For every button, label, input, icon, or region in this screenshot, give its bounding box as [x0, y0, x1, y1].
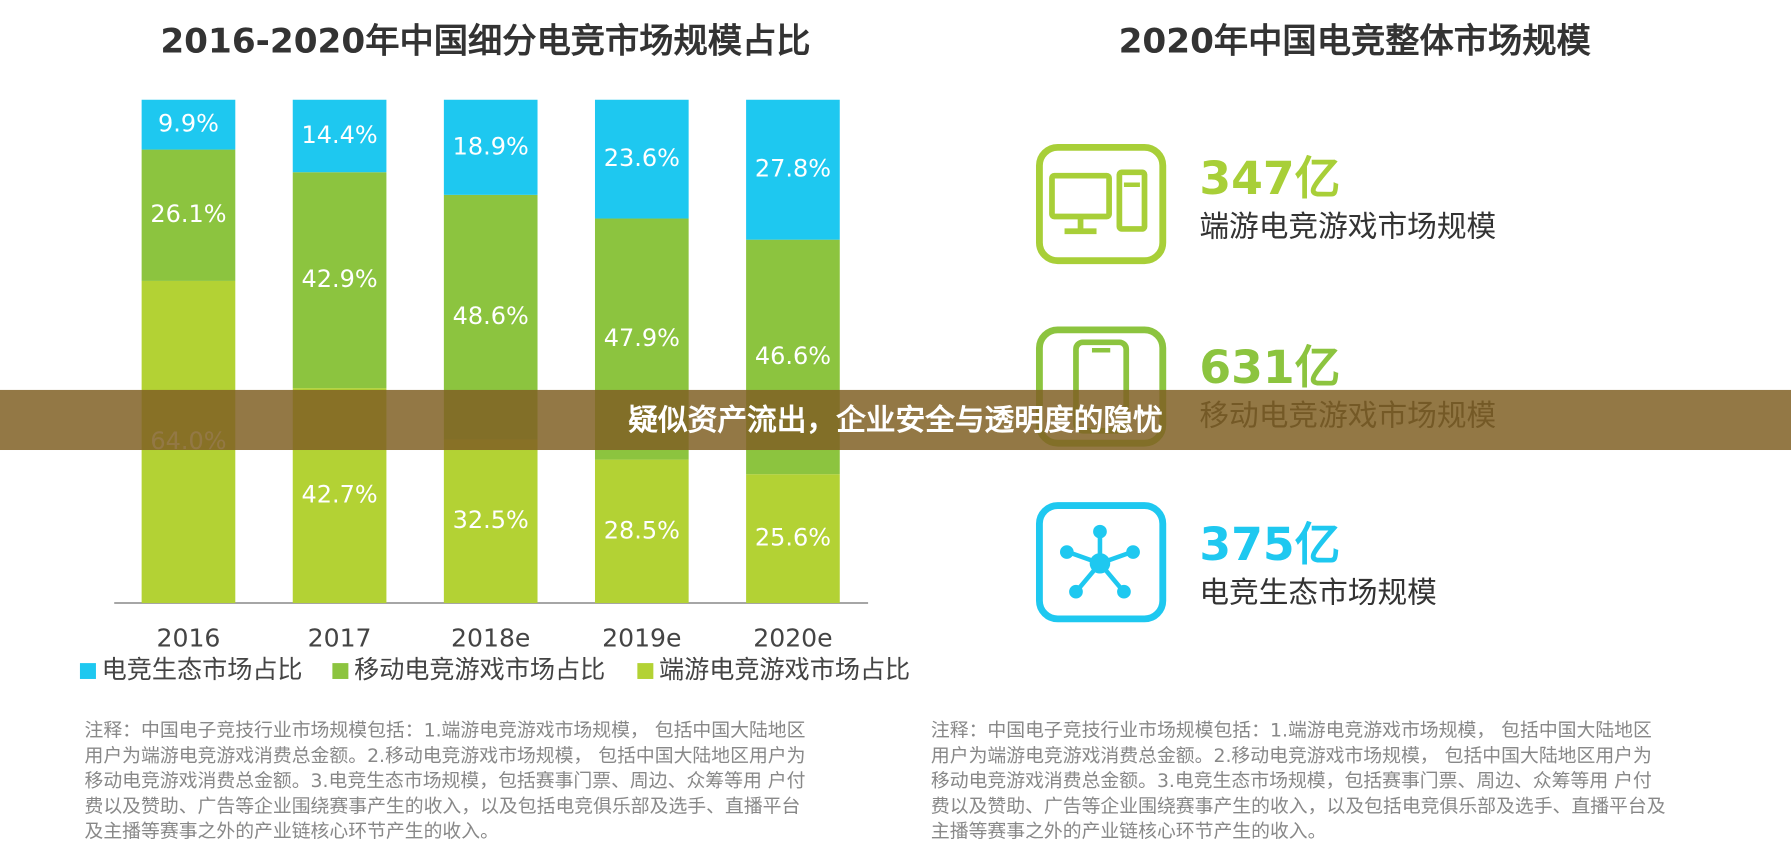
- x-tick-label: 2019e: [602, 623, 681, 652]
- banner-text: 疑似资产流出，企业安全与透明度的隐忧: [628, 403, 1162, 437]
- bar-segment: [292, 172, 387, 389]
- stat-label: 端游电竞游戏市场规模: [1199, 209, 1496, 243]
- data-label: 25.6%: [755, 524, 831, 552]
- data-label: 26.1%: [150, 200, 226, 228]
- note-line: 用户为端游电竞游戏消费总金额。2.移动电竞游戏市场规模， 包括中国大陆地区用户为: [931, 745, 1652, 767]
- note-line: 及主播等赛事之外的产业链核心环节产生的收入。: [85, 821, 499, 843]
- data-label: 47.9%: [604, 324, 680, 352]
- data-label: 42.9%: [302, 265, 378, 293]
- pc-icon: [1035, 143, 1167, 265]
- data-label: 42.7%: [302, 481, 378, 509]
- data-label: 28.5%: [604, 516, 680, 544]
- legend-label: 移动电竞游戏市场占比: [354, 655, 605, 684]
- bar-segment: [141, 149, 236, 281]
- x-tick-label: 2016: [157, 623, 221, 652]
- note-line: 费以及赞助、广告等企业围绕赛事产生的收入，以及包括电竞俱乐部及选手、直播平台: [85, 795, 801, 817]
- bar-segment: [594, 459, 689, 604]
- bar-segment: [746, 474, 840, 604]
- market-title: 2020年中国电竞整体市场规模: [1119, 22, 1592, 62]
- bar-segment: [292, 99, 387, 173]
- bar-segment: [594, 99, 689, 219]
- data-label: 18.9%: [453, 132, 529, 160]
- legend-label: 端游电竞游戏市场占比: [659, 655, 910, 684]
- data-label: 23.6%: [604, 144, 680, 172]
- note-line: 注释：中国电子竞技行业市场规模包括：1.端游电竞游戏市场规模， 包括中国大陆地区: [85, 720, 806, 742]
- x-tick-label: 2018e: [451, 623, 530, 652]
- data-label: 14.4%: [302, 121, 378, 149]
- network-icon: [1035, 502, 1167, 623]
- chart-title: 2016-2020年中国细分电竞市场规模占比: [160, 22, 810, 62]
- bar-segment: [746, 99, 840, 240]
- legend-swatch: [79, 663, 96, 679]
- x-tick-label: 2020e: [753, 623, 832, 652]
- note-line: 主播等赛事之外的产业链核心环节产生的收入。: [931, 821, 1327, 843]
- stat-label: 电竞生态市场规模: [1199, 576, 1437, 610]
- x-tick-label: 2017: [308, 623, 372, 652]
- bar-segment: [443, 439, 538, 604]
- note-line: 注释：中国电子竞技行业市场规模包括：1.端游电竞游戏市场规模， 包括中国大陆地区: [931, 720, 1652, 742]
- note-line: 费以及赞助、广告等企业围绕赛事产生的收入，以及包括电竞俱乐部及选手、直播平台及: [931, 795, 1666, 817]
- note-line: 移动电竞游戏消费总金额。3.电竞生态市场规模，包括赛事门票、周边、众筹等用 户付: [85, 770, 806, 792]
- data-label: 46.6%: [755, 342, 831, 370]
- legend-label: 电竞生态市场占比: [102, 655, 303, 684]
- stat-value: 375亿: [1199, 518, 1340, 571]
- legend-swatch: [332, 663, 349, 679]
- data-label: 9.9%: [158, 110, 219, 138]
- stat-value: 347亿: [1199, 152, 1340, 205]
- bar-segment: [443, 99, 538, 195]
- data-label: 27.8%: [755, 155, 831, 183]
- bar-segment: [141, 99, 236, 150]
- note-line: 移动电竞游戏消费总金额。3.电竞生态市场规模，包括赛事门票、周边、众筹等用 户付: [931, 770, 1652, 792]
- note-line: 用户为端游电竞游戏消费总金额。2.移动电竞游戏市场规模， 包括中国大陆地区用户为: [85, 745, 806, 767]
- stat-value: 631亿: [1199, 341, 1340, 394]
- data-label: 32.5%: [453, 506, 529, 534]
- banner: [0, 389, 1791, 451]
- legend-swatch: [637, 663, 654, 679]
- data-label: 48.6%: [453, 302, 529, 330]
